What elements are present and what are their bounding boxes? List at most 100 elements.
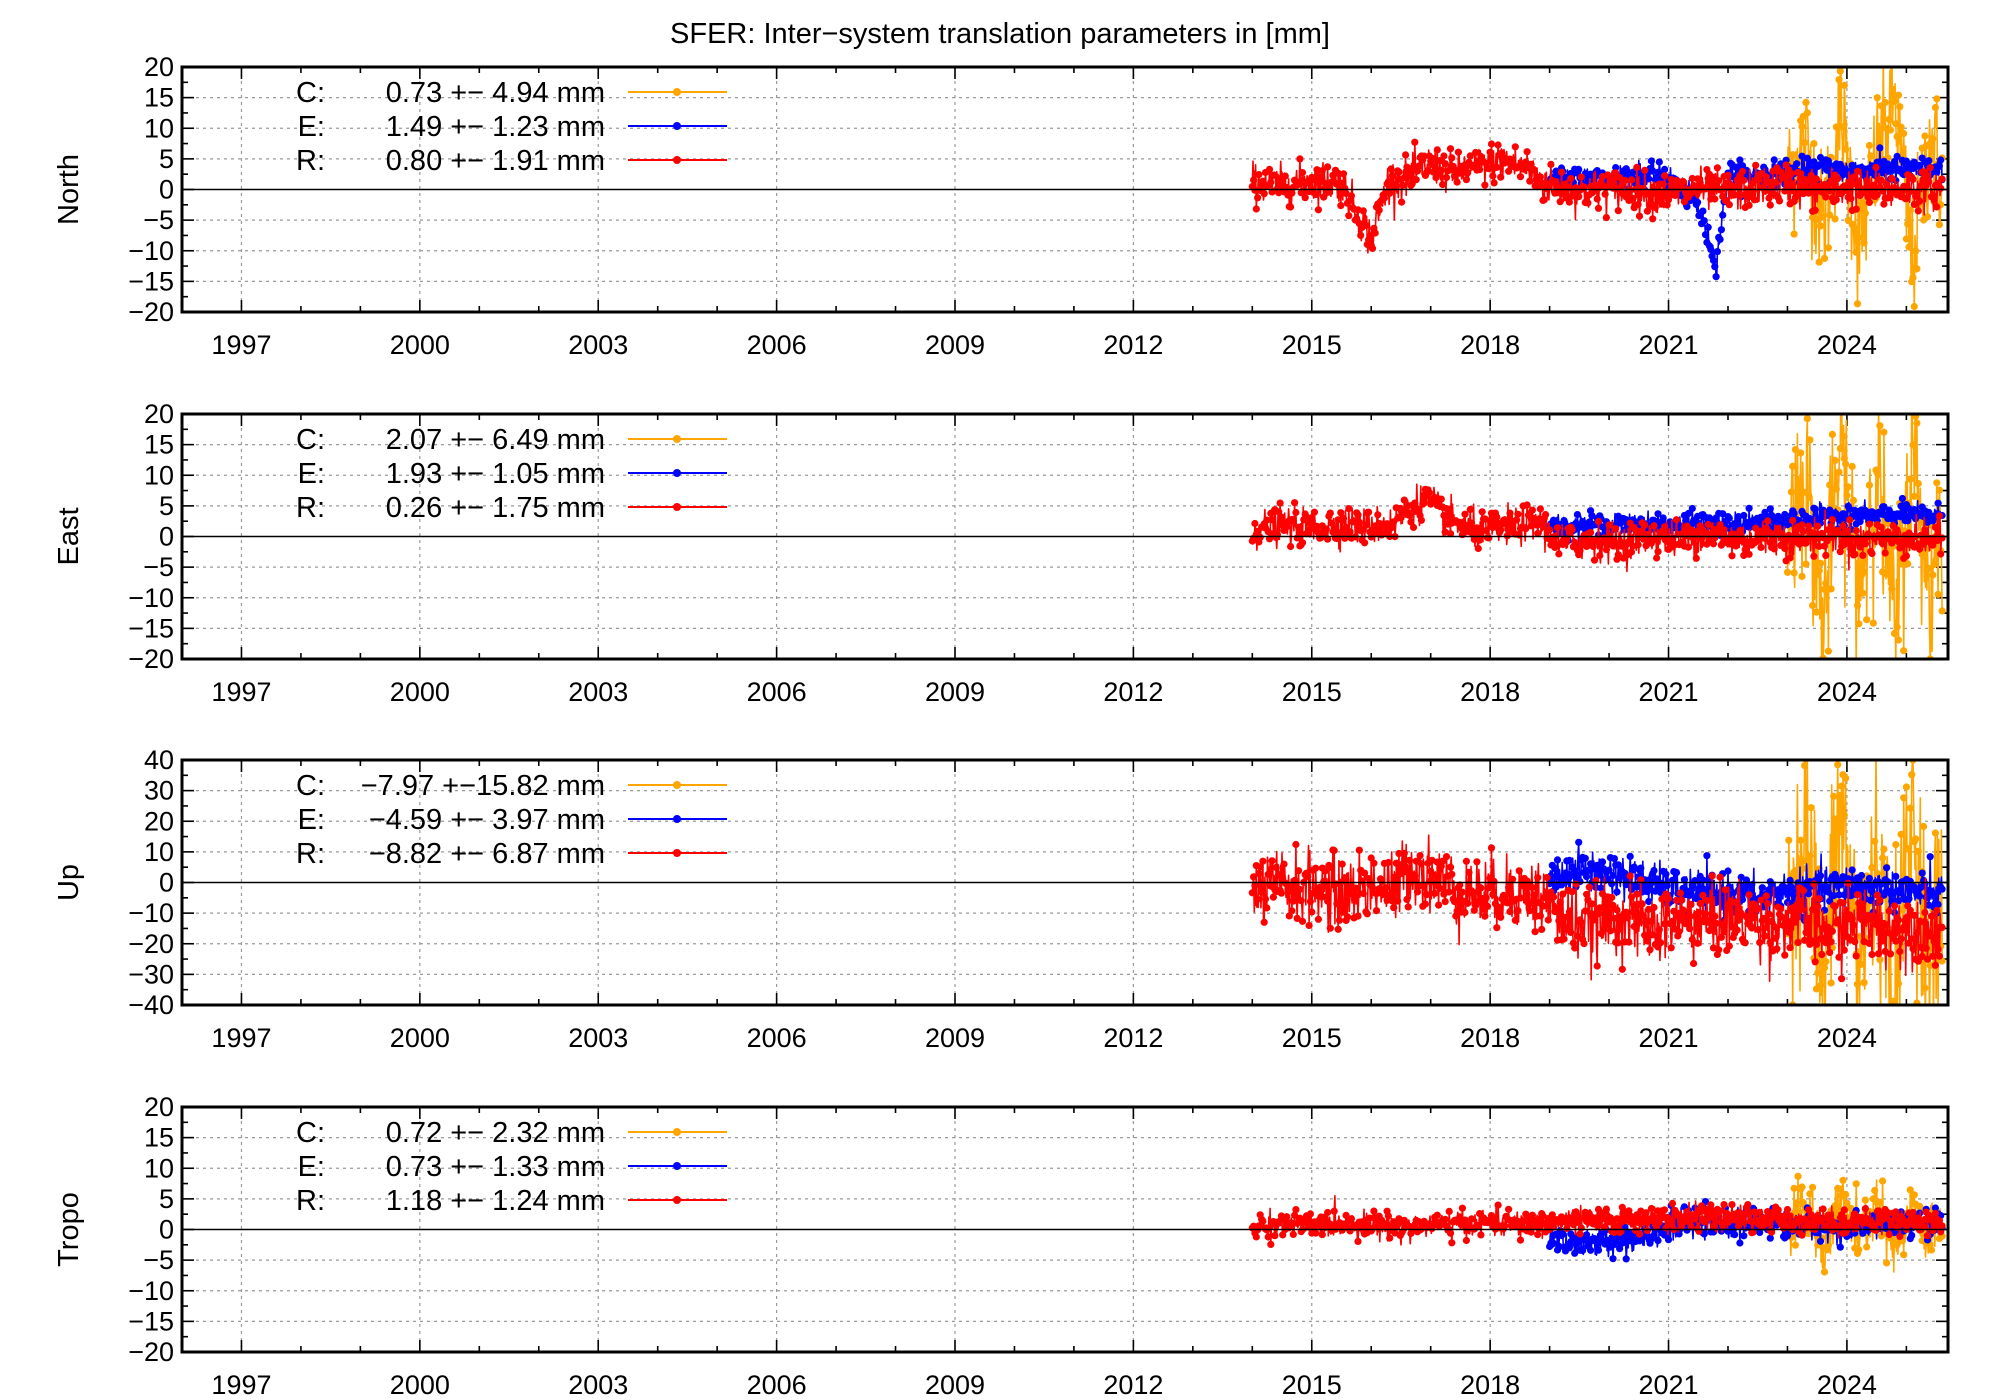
east-series-c-point: [1900, 647, 1908, 655]
up-series-r-point: [1811, 958, 1819, 966]
tropo-series-c-point: [1824, 1241, 1832, 1249]
east-series-c-point: [1802, 560, 1810, 568]
tropo-series-r-point: [1923, 1232, 1932, 1240]
east-series-c-point: [1789, 462, 1797, 470]
up-series-e-point: [1892, 872, 1900, 881]
up-series-c-point: [1894, 980, 1902, 988]
figure-title: SFER: Inter−system translation parameter…: [670, 18, 1330, 50]
north-series-e-point: [1876, 144, 1884, 152]
up-series-r-point: [1719, 921, 1727, 929]
north-data-group: [1248, 67, 1946, 311]
north-series-r-point: [1295, 180, 1303, 188]
east-series-c-point: [1839, 432, 1847, 440]
up-series-r-point: [1790, 908, 1798, 917]
up-series-r-point: [1395, 849, 1403, 858]
east-series-r-point: [1902, 552, 1910, 560]
north-series-r-point: [1664, 196, 1673, 204]
east-series-r-point: [1851, 550, 1859, 558]
east-series-c-point: [1910, 492, 1918, 500]
east-series-r-point: [1893, 526, 1901, 534]
tropo-series-e-point: [1571, 1249, 1579, 1257]
east-x-tick-label: 2018: [1460, 677, 1520, 707]
tropo-series-r-point: [1716, 1207, 1724, 1215]
north-series-r-point: [1658, 200, 1666, 208]
north-series-e-point: [1937, 156, 1945, 164]
north-series-e-point: [1707, 245, 1715, 253]
north-series-c-point: [1836, 67, 1844, 75]
tropo-series-r-point: [1740, 1218, 1748, 1226]
north-series-r-point: [1827, 177, 1835, 185]
east-series-r-point: [1468, 519, 1476, 527]
up-series-r-point: [1539, 902, 1547, 910]
up-series-c-point: [1889, 997, 1897, 1005]
up-series-r-point: [1661, 920, 1669, 928]
north-series-r-point: [1437, 166, 1445, 174]
north-x-tick-label: 2015: [1282, 330, 1342, 360]
up-series-c-point: [1906, 804, 1914, 812]
north-series-r-point: [1902, 195, 1910, 203]
east-series-r-point: [1637, 528, 1645, 537]
tropo-series-r-point: [1888, 1221, 1896, 1229]
east-series-c-point: [1827, 585, 1835, 593]
north-series-r-point: [1593, 195, 1601, 203]
east-series-r-point: [1251, 519, 1259, 528]
up-series-r-point: [1483, 902, 1492, 910]
up-series-r-point: [1573, 932, 1581, 940]
north-series-r-point: [1547, 160, 1555, 168]
up-series-r-point: [1543, 873, 1551, 882]
up-series-r-point: [1509, 875, 1517, 883]
north-series-r-point: [1530, 165, 1538, 174]
up-series-r-point: [1268, 857, 1276, 865]
tropo-series-r-point: [1872, 1226, 1880, 1234]
up-series-r-point: [1733, 926, 1741, 934]
up-series-r-point: [1865, 939, 1873, 948]
east-series-c-point: [1859, 589, 1867, 597]
east-series-r-point: [1497, 526, 1505, 534]
north-series-c-point: [1893, 132, 1901, 141]
east-series-r-point: [1828, 516, 1836, 524]
up-series-c-point: [1897, 830, 1905, 838]
up-series-e-point: [1848, 866, 1856, 874]
north-series-c-point: [1832, 123, 1840, 131]
north-series-r-point: [1375, 206, 1383, 214]
north-series-r-point: [1614, 207, 1622, 215]
up-series-r-point: [1435, 901, 1443, 909]
north-series-r-point: [1567, 175, 1575, 183]
east-series-c-point: [1880, 428, 1888, 436]
north-series-c-point: [1905, 243, 1913, 251]
tropo-series-r-point: [1259, 1217, 1267, 1225]
up-series-r-point: [1372, 907, 1381, 915]
east-series-c-point: [1853, 601, 1862, 610]
east-series-r-point: [1409, 523, 1418, 532]
east-series-e-point: [1880, 503, 1888, 511]
east-series-r-point: [1692, 554, 1700, 562]
north-series-c-point: [1801, 139, 1809, 147]
up-series-r-point: [1624, 914, 1632, 922]
north-series-e-point: [1645, 175, 1653, 183]
north-series-r-point: [1431, 163, 1439, 171]
north-series-r-point: [1386, 189, 1394, 197]
east-series-r-point: [1470, 535, 1478, 544]
north-series-r-point: [1565, 198, 1573, 206]
up-series-e-point: [1575, 838, 1583, 846]
up-series-r-point: [1415, 882, 1423, 890]
up-series-c-point: [1921, 984, 1929, 992]
tropo-series-e-point: [1650, 1231, 1658, 1239]
tropo-series-c-point: [1900, 1251, 1908, 1259]
north-series-r-point: [1765, 194, 1773, 202]
tropo-series-r-point: [1728, 1201, 1736, 1209]
up-series-r-point: [1269, 893, 1277, 901]
north-series-r-point: [1296, 155, 1304, 163]
up-x-tick-label: 2018: [1460, 1023, 1520, 1053]
north-series-r-point: [1812, 175, 1821, 183]
tropo-series-r-point: [1576, 1230, 1584, 1238]
east-series-r-point: [1684, 543, 1692, 551]
east-series-c-point: [1855, 620, 1863, 628]
up-series-r-point: [1490, 877, 1498, 886]
up-series-r-point: [1304, 873, 1312, 881]
north-series-c-point: [1923, 213, 1932, 221]
up-series-r-point: [1856, 907, 1864, 916]
north-series-r-point: [1412, 176, 1420, 184]
north-series-r-point: [1402, 151, 1410, 159]
